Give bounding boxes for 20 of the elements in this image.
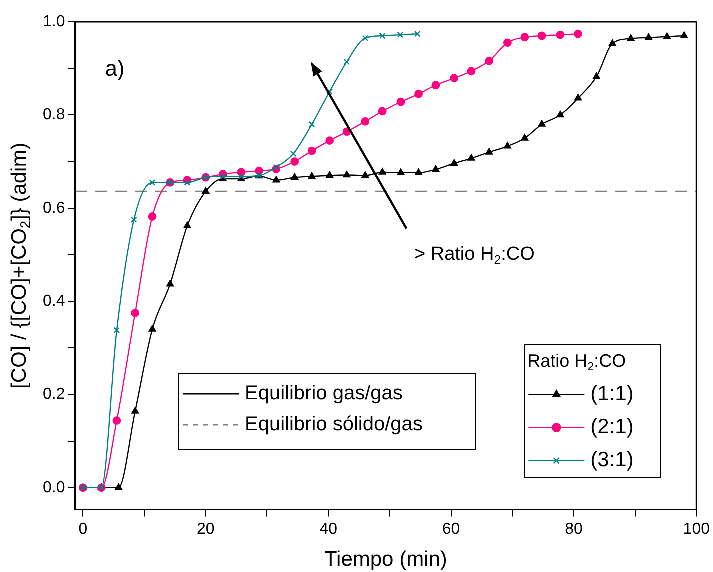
legend-label: Equilibrio sólido/gas	[245, 414, 423, 436]
legend-label: (2:1)	[590, 416, 634, 439]
legend-label: (1:1)	[590, 382, 634, 406]
y-tick-label: 0.4	[42, 292, 66, 310]
x-axis-title: Tiempo (min)	[324, 548, 448, 571]
y-tick-label: 0.8	[42, 106, 66, 124]
legend-label: (3:1)	[590, 448, 634, 472]
x-tick-label: 60	[442, 520, 460, 538]
annotation: a)	[105, 56, 125, 82]
x-tick-label: 100	[683, 520, 710, 538]
x-tick-label: 20	[197, 520, 215, 538]
annotation: Equilibrio gas/gas	[245, 382, 403, 405]
y-axis-title: [CO] / {[CO]+[CO2]} (adim)	[8, 142, 34, 390]
y-tick-label: 0.6	[42, 200, 66, 217]
y-tick-label: 0.0	[42, 479, 66, 496]
y-tick-label: 1.0	[42, 13, 66, 30]
y-tick-label: 0.2	[42, 386, 66, 404]
x-tick-label: 40	[320, 520, 338, 538]
x-tick-label: 80	[565, 520, 583, 538]
x-tick-label: 0	[78, 520, 88, 538]
